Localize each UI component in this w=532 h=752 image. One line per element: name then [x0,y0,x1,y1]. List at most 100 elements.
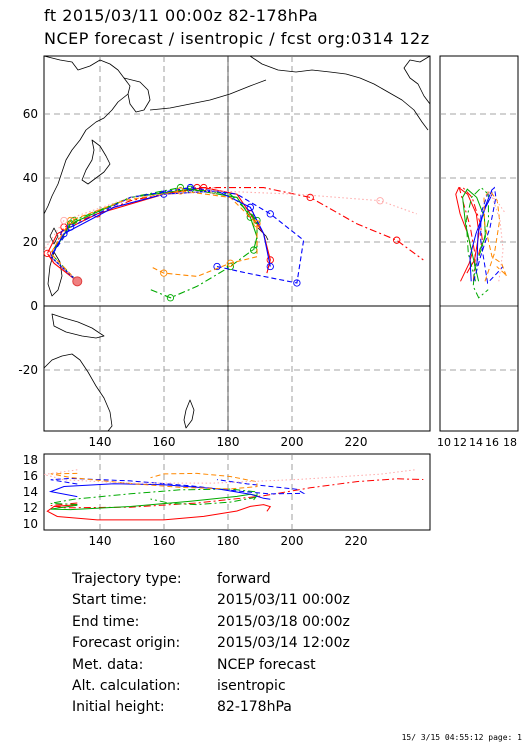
page-footer: 15/ 3/15 04:55:12 page: 1 [401,733,522,742]
info-label: Forecast origin: [72,635,181,652]
bottom-trajectory-line [50,477,306,495]
side-trajectory-line [486,190,507,282]
trajectory-marker [266,262,274,271]
bottom-y-tick-label: 14 [23,485,38,499]
trajectory-line [50,190,258,282]
new-zealand-coastline [183,399,195,429]
bottom-trajectory-line [43,469,417,484]
trajectory-marker [253,220,261,228]
trajectory-plot: 60 40 20 0 -20 140 160 180 200 220 10 12… [18,55,519,548]
trajectory-marker [176,183,185,192]
info-label: Alt. calculation: [72,677,181,694]
trajectory-marker [376,197,384,205]
lat-tick-label: 0 [30,299,38,313]
trajectory-line [50,190,271,282]
info-value: NCEP forecast [217,656,316,673]
new-guinea-coastline [51,313,105,339]
bottom-x-tick-label: 180 [217,534,240,548]
bottom-trajectory-layer [43,469,424,521]
lon-tick-label: 180 [217,435,240,449]
lon-tick-label: 200 [281,435,304,449]
lat-tick-label: -20 [18,363,38,377]
philippines-coastline [47,251,63,297]
info-label: End time: [72,613,140,630]
taiwan-coastline [49,227,59,245]
lon-tick-label: 220 [345,435,368,449]
trajectory-line [49,187,258,299]
side-tick-label: 18 [503,436,517,449]
info-value: 2015/03/11 00:00z [217,592,350,609]
info-label: Trajectory type: [72,571,182,587]
lat-tick-labels: 60 40 20 0 -20 [18,107,38,377]
side-tick-label: 12 [453,436,467,449]
kamchatka-coastline [123,77,151,113]
bottom-y-tick-label: 12 [23,501,38,515]
trajectory-marker [70,216,78,225]
trajectory-marker [186,183,195,192]
trajectory-line [43,190,417,282]
bottom-trajectory-line [50,478,424,509]
alaska-coastline [249,55,429,131]
trajectory-marker [246,203,254,211]
lat-tick-label: 60 [23,107,38,121]
bottom-trajectory-line [48,483,271,500]
side-tick-label: 10 [437,436,451,449]
trajectory-marker [210,187,218,195]
side-tick-label: 16 [485,436,499,449]
info-value: 82-178hPa [217,699,292,716]
trajectory-line [50,187,424,282]
side-trajectory-line [465,186,490,299]
bottom-trajectory-line [50,472,258,490]
aleutian-islands [149,79,267,111]
trajectory-marker [306,193,314,202]
bottom-y-tick-label: 10 [23,517,38,531]
trajectory-marker [293,279,301,287]
bottom-y-tick-label: 16 [23,469,38,483]
info-value: 2015/03/14 12:00z [217,635,350,652]
lat-tick-label: 20 [23,235,38,249]
trajectory-marker [166,294,175,302]
bottom-x-tick-label: 160 [153,534,176,548]
plot-title: ft 2015/03/11 00:00z 82-178hPa [44,6,319,25]
coastlines [43,55,431,432]
map-panel: 60 40 20 0 -20 140 160 180 200 220 [18,55,431,449]
lon-tick-label: 160 [153,435,176,449]
trajectory-marker [226,259,234,267]
bottom-panel: 18 16 14 12 10 140 160 180 200 220 [23,453,431,548]
trajectory-line [49,187,305,284]
info-label: Start time: [72,592,147,609]
trajectory-marker [160,269,168,277]
lat-tick-label: 40 [23,171,38,185]
bottom-x-tick-label: 140 [89,534,112,548]
side-trajectory-layer [455,186,507,299]
trajectory-marker [393,236,401,244]
asia-coastline [43,55,131,215]
bottom-x-tick-label: 200 [281,534,304,548]
trajectory-marker [266,210,274,218]
bottom-y-tick-labels: 18 16 14 12 10 [23,453,38,531]
lon-tick-labels: 140 160 180 200 220 [89,435,368,449]
source-marker [72,276,83,287]
bottom-x-tick-labels: 140 160 180 200 220 [89,534,368,548]
info-label: Initial height: [72,699,165,716]
info-value: isentropic [217,677,286,694]
trajectory-marker [43,249,51,258]
north-america-coastline [403,55,431,105]
bottom-x-tick-label: 220 [345,534,368,548]
bottom-trajectory-line [46,504,272,521]
side-trajectory-line [483,190,507,282]
side-tick-labels: 10 12 14 16 18 [437,436,517,449]
japan-coastline [81,139,111,185]
trajectory-marker [213,262,221,271]
trajectory-marker [60,216,68,225]
info-value: 2015/03/18 00:00z [217,613,350,630]
bottom-y-tick-label: 18 [23,453,38,467]
side-trajectory-line [462,188,486,282]
trajectory-marker [176,187,185,195]
lon-tick-label: 140 [89,435,112,449]
bottom-trajectory-line [50,488,258,506]
side-panel: 10 12 14 16 18 [437,55,519,449]
plot-subtitle: NCEP forecast / isentropic / fcst org:03… [44,29,430,48]
info-value: forward [217,571,271,587]
australia-coastline [43,353,113,432]
